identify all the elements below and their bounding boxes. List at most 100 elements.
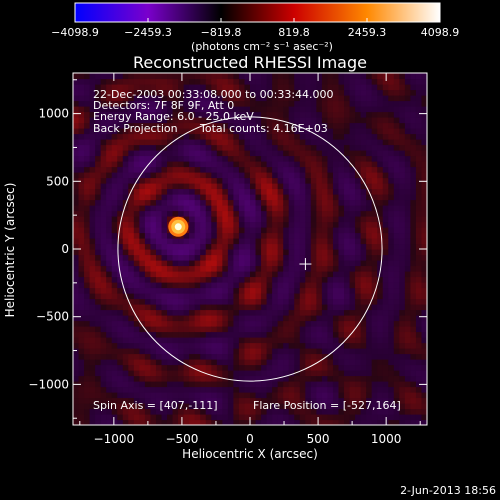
heatmap-cell	[111, 183, 118, 190]
heatmap-cell	[244, 331, 251, 338]
heatmap-cell	[89, 95, 96, 102]
heatmap-cell	[100, 386, 107, 393]
heatmap-cell	[155, 238, 163, 245]
heatmap-cell	[150, 331, 157, 338]
heatmap-cell	[371, 342, 378, 349]
heatmap-cell	[344, 403, 351, 410]
heatmap-cell	[128, 210, 135, 217]
heatmap-cell	[377, 139, 384, 146]
heatmap-cell	[360, 243, 367, 250]
heatmap-cell	[183, 177, 190, 184]
heatmap-cell	[227, 254, 235, 261]
heatmap-cell	[244, 381, 251, 388]
heatmap-cell	[222, 348, 229, 355]
heatmap-cell	[222, 144, 229, 151]
heatmap-cell	[244, 353, 251, 360]
heatmap-cell	[344, 315, 351, 322]
heatmap-cell	[84, 342, 91, 349]
heatmap-cell	[316, 271, 323, 278]
heatmap-cell	[122, 353, 129, 360]
heatmap-cell	[288, 161, 295, 168]
heatmap-cell	[255, 408, 262, 415]
heatmap-cell	[277, 309, 284, 316]
heatmap-cell	[133, 359, 140, 366]
heatmap-cell	[277, 282, 284, 289]
heatmap-cell	[338, 95, 345, 102]
heatmap-cell	[155, 265, 163, 272]
heatmap-cell	[399, 282, 406, 289]
heatmap-cell	[194, 271, 201, 278]
heatmap-cell	[133, 95, 140, 102]
heatmap-cell	[366, 254, 373, 261]
heatmap-cell	[421, 221, 427, 228]
heatmap-cell	[371, 238, 378, 245]
heatmap-cell	[332, 73, 340, 80]
heatmap-cell	[338, 155, 345, 162]
heatmap-cell	[355, 172, 362, 179]
heatmap-cell	[255, 150, 262, 157]
heatmap-cell	[222, 282, 229, 289]
heatmap-cell	[399, 177, 406, 184]
heatmap-cell	[194, 139, 201, 146]
heatmap-cell	[294, 188, 301, 195]
heatmap-cell	[421, 287, 427, 294]
heatmap-cell	[321, 370, 329, 377]
heatmap-cell	[89, 150, 96, 157]
heatmap-cell	[349, 276, 356, 283]
heatmap-cell	[161, 100, 168, 107]
heatmap-cell	[122, 150, 129, 157]
heatmap-cell	[255, 403, 262, 410]
heatmap-cell	[366, 260, 373, 267]
heatmap-cell	[84, 188, 91, 195]
heatmap-cell	[410, 249, 417, 256]
heatmap-cell	[122, 320, 129, 327]
heatmap-cell	[244, 172, 251, 179]
heatmap-cell	[200, 183, 207, 190]
heatmap-cell	[84, 199, 91, 206]
heatmap-cell	[144, 243, 152, 250]
heatmap-cell	[344, 304, 351, 311]
heatmap-cell	[393, 84, 400, 91]
heatmap-cell	[167, 293, 174, 300]
heatmap-cell	[167, 232, 174, 239]
heatmap-cell	[205, 95, 212, 102]
heatmap-cell	[139, 221, 146, 228]
heatmap-cell	[266, 249, 273, 256]
heatmap-cell	[73, 243, 80, 250]
heatmap-cell	[89, 320, 96, 327]
heatmap-cell	[404, 287, 412, 294]
heatmap-cell	[133, 304, 140, 311]
heatmap-cell	[404, 293, 412, 300]
heatmap-cell	[360, 260, 367, 267]
heatmap-cell	[421, 166, 427, 173]
heatmap-cell	[117, 205, 124, 212]
heatmap-cell	[299, 227, 306, 234]
heatmap-cell	[122, 216, 129, 223]
heatmap-cell	[255, 260, 262, 267]
heatmap-cell	[255, 210, 262, 217]
heatmap-cell	[84, 287, 91, 294]
heatmap-cell	[205, 161, 212, 168]
heatmap-cell	[89, 84, 96, 91]
heatmap-cell	[183, 348, 190, 355]
heatmap-cell	[194, 232, 201, 239]
heatmap-cell	[227, 100, 235, 107]
heatmap-cell	[227, 337, 235, 344]
heatmap-cell	[183, 375, 190, 382]
heatmap-cell	[144, 161, 152, 168]
heatmap-cell	[133, 370, 140, 377]
heatmap-cell	[355, 155, 362, 162]
heatmap-cell	[371, 375, 378, 382]
heatmap-cell	[216, 232, 223, 239]
heatmap-cell	[349, 359, 356, 366]
heatmap-cell	[393, 414, 400, 421]
heatmap-cell	[100, 364, 107, 371]
heatmap-cell	[111, 353, 118, 360]
heatmap-cell	[255, 287, 262, 294]
heatmap-cell	[338, 188, 345, 195]
heatmap-cell	[332, 84, 340, 91]
heatmap-cell	[189, 260, 196, 267]
heatmap-cell	[150, 414, 157, 421]
heatmap-cell	[272, 260, 279, 267]
heatmap-cell	[128, 221, 135, 228]
